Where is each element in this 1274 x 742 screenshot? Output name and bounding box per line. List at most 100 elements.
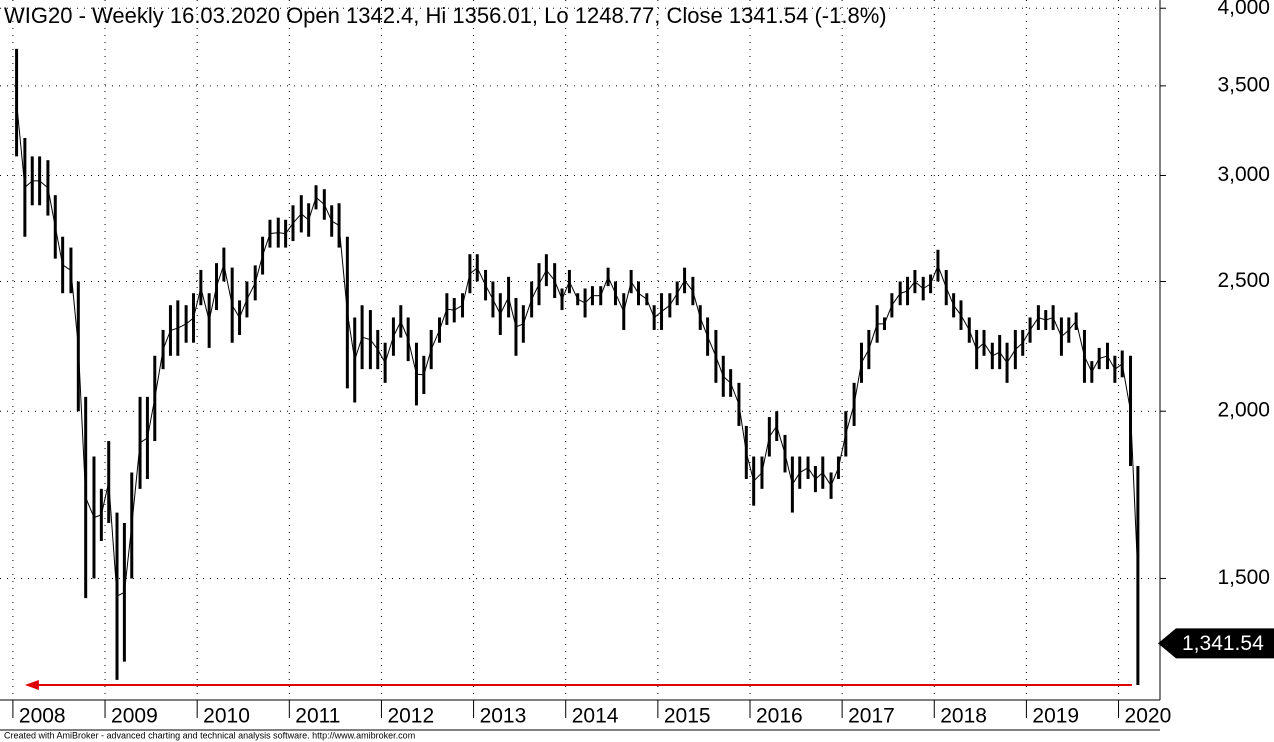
bar-connector <box>315 196 325 205</box>
bar-connector <box>254 255 264 284</box>
bar-connector <box>722 375 731 384</box>
bar-connector <box>768 425 778 438</box>
bar-connector <box>170 327 178 331</box>
bar-connector <box>914 281 924 289</box>
bar-connector <box>285 222 294 234</box>
bar-connector <box>361 336 371 341</box>
bar-connector <box>791 472 801 485</box>
bar-connector <box>561 281 570 300</box>
bar-connector <box>269 232 279 235</box>
bar-connector <box>815 472 824 480</box>
bar-connector <box>377 349 386 364</box>
bar-connector <box>1075 321 1085 357</box>
bar-connector <box>193 287 202 319</box>
bar-connector <box>439 308 448 331</box>
bar-connector <box>822 472 832 486</box>
bar-connector <box>123 525 133 593</box>
bar-connector <box>531 283 540 300</box>
bar-connector <box>884 305 893 324</box>
chart-title: WIG20 - Weekly 16.03.2020 Open 1342.4, H… <box>4 3 887 28</box>
bar-connector <box>1068 320 1077 331</box>
bar-connector <box>715 356 724 377</box>
bar-connector <box>208 286 218 321</box>
x-tick-label: 2014 <box>572 705 619 728</box>
bar-connector <box>761 436 770 473</box>
x-tick-label: 2020 <box>1125 705 1172 728</box>
bar-connector <box>999 351 1008 364</box>
bar-connector <box>861 349 870 364</box>
bar-connector <box>960 314 970 331</box>
bar-connector <box>653 311 662 318</box>
x-tick-label: 2018 <box>940 705 987 728</box>
bar-connector <box>1091 358 1100 373</box>
bar-connector <box>607 276 616 294</box>
bar-connector <box>922 283 931 290</box>
bar-connector <box>661 304 671 312</box>
bar-connector <box>346 312 356 361</box>
bar-connector <box>292 213 302 224</box>
bar-connector <box>776 425 786 454</box>
bar-connector <box>676 280 686 294</box>
x-tick-label: 2015 <box>664 705 711 728</box>
bar-connector <box>278 232 286 235</box>
bar-connector <box>968 329 978 350</box>
bar-connector <box>1114 363 1123 370</box>
bar-connector <box>77 346 87 498</box>
bar-connector <box>845 404 855 434</box>
y-tick-label: 3,000 <box>1217 163 1270 186</box>
bar-connector <box>407 339 417 375</box>
bar-connector <box>738 404 747 453</box>
bar-connector <box>492 299 501 315</box>
bar-connector <box>392 321 402 337</box>
bar-connector <box>476 267 487 286</box>
bar-connector <box>62 264 72 271</box>
x-tick-label: 2012 <box>387 705 434 728</box>
bar-connector <box>154 349 164 399</box>
bar-connector <box>300 213 309 221</box>
bar-connector <box>469 267 478 275</box>
bar-connector <box>630 281 639 294</box>
bar-connector <box>554 280 563 300</box>
bar-connector <box>416 373 424 376</box>
bar-connector <box>216 264 225 287</box>
bar-connector <box>515 323 524 328</box>
bar-connector <box>1121 363 1132 411</box>
bar-connector <box>1015 342 1024 350</box>
x-tick-label: 2016 <box>756 705 803 728</box>
bar-connector <box>223 264 233 306</box>
last-price-label: 1,341.54 <box>1182 632 1264 655</box>
bar-connector <box>108 481 118 597</box>
bar-connector <box>953 305 962 316</box>
bar-connector <box>900 290 908 294</box>
bar-connector <box>499 296 510 315</box>
y-tick-label: 2,000 <box>1217 399 1270 422</box>
bar-connector <box>1052 317 1062 337</box>
bar-connector <box>692 290 701 318</box>
bar-connector <box>116 591 125 597</box>
bar-connector <box>231 304 240 318</box>
bar-connector <box>699 317 709 337</box>
bar-connector <box>945 287 955 306</box>
bar-connector <box>177 323 187 329</box>
bar-connector <box>1083 356 1093 373</box>
x-tick-label: 2013 <box>480 705 527 728</box>
bar-connector <box>423 349 432 376</box>
y-tick-label: 2,500 <box>1217 269 1270 292</box>
bar-connector <box>70 270 79 347</box>
bar-connector <box>730 382 740 405</box>
bar-connector <box>976 342 985 350</box>
bar-connector <box>545 269 556 281</box>
bar-connector <box>131 442 141 526</box>
footer: Created with AmiBroker - advanced charti… <box>4 730 415 740</box>
bar-connector <box>799 467 809 474</box>
bar-connector <box>24 180 33 188</box>
x-tick-label: 2009 <box>111 705 158 728</box>
bar-connector <box>568 281 579 300</box>
bar-connector <box>784 453 793 485</box>
bar-connector <box>1099 355 1108 360</box>
bar-connector <box>623 281 632 312</box>
bar-connector <box>584 295 593 304</box>
bar-connector <box>830 467 839 486</box>
